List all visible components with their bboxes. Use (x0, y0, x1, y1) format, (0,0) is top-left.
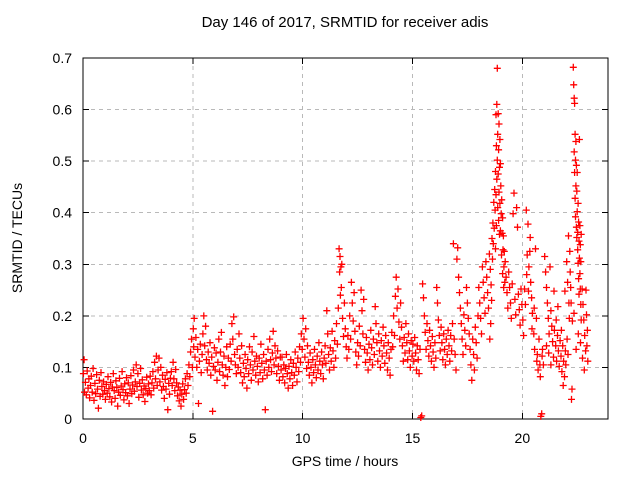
y-axis-tick-labels: 0 0.1 0.2 0.3 0.4 0.5 0.6 0.7 (53, 50, 73, 427)
chart-title: Day 146 of 2017, SRMTID for receiver adi… (202, 14, 489, 31)
y-tick-label: 0.3 (53, 256, 73, 272)
x-axis-tick-labels: 0 5 10 15 20 (79, 430, 530, 446)
x-tick-label: 20 (515, 430, 531, 446)
y-tick-label: 0.1 (53, 359, 73, 375)
x-tick-label: 5 (189, 430, 197, 446)
y-tick-label: 0.4 (53, 205, 73, 221)
y-tick-label: 0.5 (53, 153, 73, 169)
x-tick-label: 15 (405, 430, 421, 446)
y-axis-label: SRMTID / TECUs (9, 183, 25, 293)
grid-lines (83, 58, 608, 419)
y-tick-label: 0.7 (53, 50, 73, 66)
data-points (79, 63, 592, 421)
axis-ticks (82, 57, 608, 420)
x-axis-label: GPS time / hours (292, 453, 399, 469)
y-tick-label: 0.6 (53, 102, 73, 118)
plot-border (82, 57, 609, 420)
y-tick-label: 0.2 (53, 308, 73, 324)
y-tick-label: 0 (64, 411, 72, 427)
x-tick-label: 0 (79, 430, 87, 446)
x-tick-label: 10 (295, 430, 311, 446)
